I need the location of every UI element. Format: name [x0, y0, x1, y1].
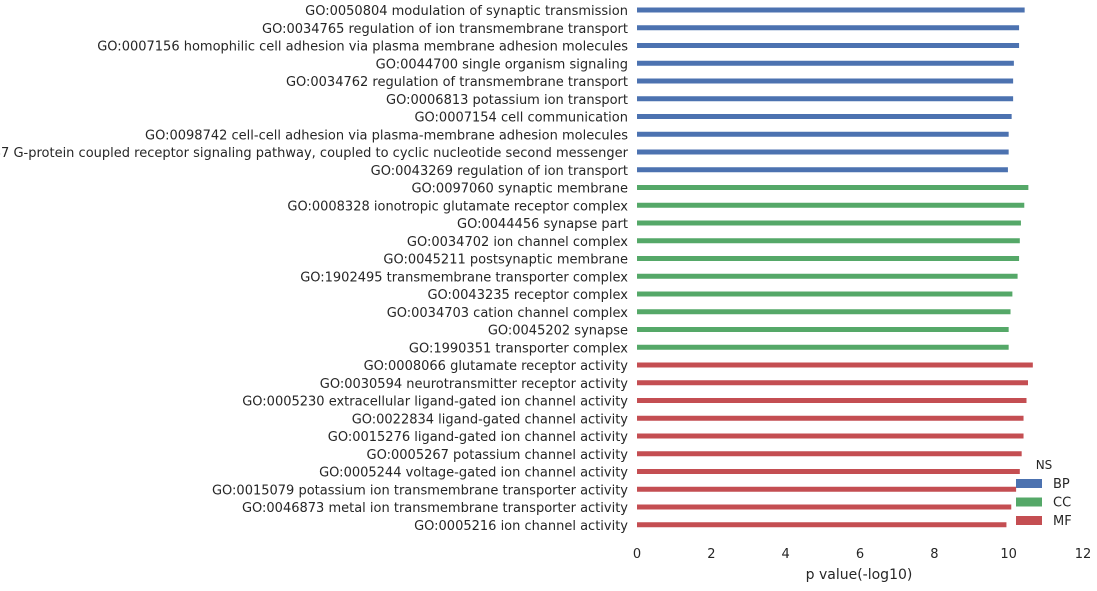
bar-cc [637, 256, 1020, 261]
x-tick-label: 8 [930, 547, 938, 562]
bar-bp [637, 167, 1008, 173]
bar-bp [637, 131, 1009, 137]
legend-swatch-mf [1016, 516, 1042, 525]
bar-bp [637, 7, 1025, 13]
x-tick-label: 12 [1075, 547, 1092, 562]
category-label: GO:0005267 potassium channel activity [367, 448, 629, 463]
category-label: GO:0008328 ionotropic glutamate receptor… [287, 199, 628, 214]
bar-mf [637, 433, 1024, 439]
bar-bp [637, 149, 1009, 155]
category-label: GO:0005230 extracellular ligand-gated io… [242, 395, 628, 410]
bar-mf [637, 522, 1007, 528]
legend-swatch-cc [1016, 497, 1042, 507]
category-label: GO:0015276 ligand-gated ion channel acti… [328, 430, 629, 445]
x-tick-label: 2 [707, 547, 715, 562]
category-label: GO:0034702 ion channel complex [407, 235, 628, 250]
legend-swatch-bp [1016, 479, 1042, 488]
bar-cc [637, 202, 1025, 208]
bar-cc [637, 185, 1029, 190]
x-axis-title: p value(-log10) [806, 567, 913, 583]
bar-bp [637, 114, 1012, 119]
category-label: GO:0007156 homophilic cell adhesion via … [97, 40, 628, 55]
bar-bp [637, 78, 1014, 84]
legend-label-bp: BP [1053, 477, 1070, 492]
legend-label-cc: CC [1053, 496, 1071, 511]
legend-title: NS [1036, 458, 1053, 472]
category-label: GO:0022834 ligand-gated channel activity [352, 412, 629, 427]
bar-mf [637, 380, 1028, 386]
bar-bp [637, 25, 1020, 31]
category-label: GO:1902495 transmembrane transporter com… [300, 270, 628, 285]
category-label: GO:0015079 potassium ion transmembrane t… [212, 483, 628, 498]
bar-bp [637, 96, 1014, 102]
category-label: GO:0050804 modulation of synaptic transm… [305, 4, 628, 19]
bar-bp [637, 43, 1020, 48]
bar-mf [637, 398, 1027, 403]
category-labels: GO:0050804 modulation of synaptic transm… [0, 4, 629, 534]
category-label: GO:0044700 single organism signaling [376, 57, 628, 72]
bar-cc [637, 291, 1013, 297]
category-label: GO:0034762 regulation of transmembrane t… [286, 75, 628, 90]
category-label: GO:0098742 cell-cell adhesion via plasma… [145, 128, 628, 143]
bar-mf [637, 486, 1017, 492]
category-label: GO:0006813 potassium ion transport [386, 93, 628, 108]
bar-cc [637, 327, 1009, 332]
category-label: GO:0030594 neurotransmitter receptor act… [320, 377, 629, 392]
bar-bp [637, 60, 1014, 66]
x-axis: 0 2 4 6 8 10 12 [633, 547, 1091, 562]
category-label: GO:0008066 glutamate receptor activity [364, 359, 629, 374]
bar-cc [637, 238, 1020, 244]
x-tick-label: 6 [856, 547, 864, 562]
category-label: GO:0034765 regulation of ion transmembra… [262, 22, 628, 37]
category-label: GO:0007187 G-protein coupled receptor si… [0, 146, 629, 161]
x-tick-label: 10 [1000, 547, 1017, 562]
category-label: GO:0034703 cation channel complex [387, 306, 629, 321]
category-label: GO:0045202 synapse [488, 324, 628, 339]
category-label: GO:0005216 ion channel activity [414, 519, 628, 534]
bar-mf [637, 415, 1024, 421]
legend-label-mf: MF [1053, 514, 1072, 529]
bar-cc [637, 273, 1018, 279]
bar-cc [637, 220, 1021, 226]
category-label: GO:0046873 metal ion transmembrane trans… [242, 501, 628, 516]
category-label: GO:0044456 synapse part [457, 217, 628, 232]
category-label: GO:0043269 regulation of ion transport [371, 164, 628, 179]
bar-mf [637, 362, 1033, 368]
bar-mf [637, 469, 1020, 474]
category-label: GO:1990351 transporter complex [409, 341, 628, 356]
x-tick-label: 0 [633, 547, 641, 562]
category-label: GO:0005244 voltage-gated ion channel act… [319, 466, 628, 481]
bar-cc [637, 344, 1009, 350]
bar-cc [637, 309, 1011, 315]
category-label: GO:0045211 postsynaptic membrane [383, 253, 628, 268]
bar-mf [637, 451, 1022, 457]
bars-layer [637, 7, 1033, 528]
bar-mf [637, 504, 1012, 510]
category-label: GO:0097060 synaptic membrane [411, 182, 628, 197]
category-label: GO:0043235 receptor complex [427, 288, 628, 303]
category-label: GO:0007154 cell communication [414, 111, 628, 126]
x-tick-label: 4 [782, 547, 790, 562]
